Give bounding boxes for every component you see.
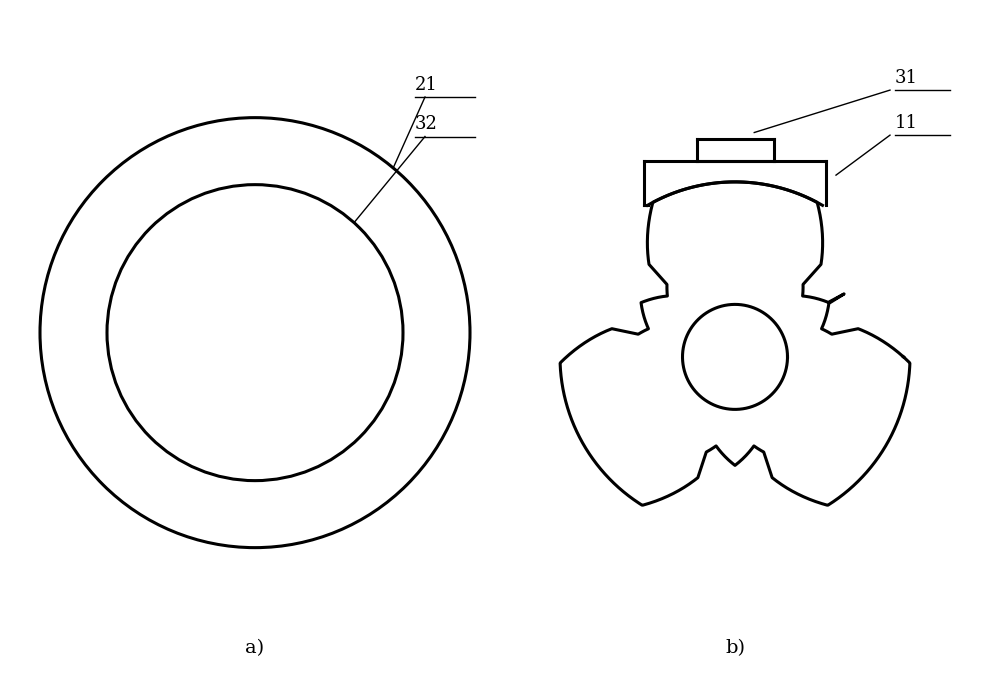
Text: 31: 31 xyxy=(895,69,918,87)
Text: 21: 21 xyxy=(415,76,438,94)
Text: 32: 32 xyxy=(415,115,438,133)
Text: b): b) xyxy=(725,639,745,657)
Text: a): a) xyxy=(245,639,265,657)
Text: 11: 11 xyxy=(895,114,918,132)
